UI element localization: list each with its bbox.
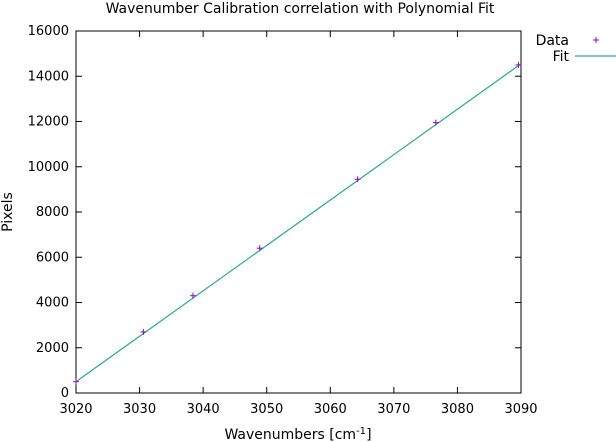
x-tick-label: 3060 (314, 402, 347, 417)
series-data-points (73, 61, 522, 385)
y-tick-label: 4000 (36, 296, 69, 311)
x-axis-label: Wavenumbers [cm-1] (224, 426, 371, 442)
y-tick-label: 8000 (36, 205, 69, 220)
data-point (256, 245, 263, 252)
data-point (140, 328, 147, 335)
data-point (189, 292, 196, 299)
plot-frame (75, 30, 522, 394)
legend-label-data: Data (536, 33, 569, 49)
y-tick-label: 16000 (28, 24, 69, 39)
legend: Data Fit (536, 33, 616, 65)
y-axis-ticks: 0 2000 4000 6000 8000 10000 12000 14000 16000 (28, 24, 521, 401)
series-fit-line (75, 63, 522, 383)
y-tick-label: 14000 (28, 69, 69, 84)
y-tick-label: 10000 (28, 160, 69, 175)
x-tick-label: 3070 (377, 402, 410, 417)
x-tick-label: 3030 (123, 402, 156, 417)
data-point (515, 61, 522, 68)
y-tick-label: 12000 (28, 115, 69, 130)
y-tick-label: 2000 (36, 341, 69, 356)
x-tick-label: 3050 (250, 402, 283, 417)
y-tick-label: 6000 (36, 250, 69, 265)
data-point (73, 378, 79, 385)
x-tick-label: 3040 (187, 402, 220, 417)
y-axis-label: Pixels (0, 192, 16, 232)
legend-marker-data (593, 37, 599, 43)
x-tick-label: 3080 (441, 402, 474, 417)
x-axis-ticks: 3020 3030 3040 3050 3060 3070 3080 3090 (59, 31, 538, 417)
x-axis-label-superscript: -1 (356, 426, 366, 437)
y-tick-label: 0 (61, 386, 69, 401)
legend-label-fit: Fit (553, 49, 570, 65)
x-tick-label: 3090 (504, 402, 537, 417)
data-point (432, 119, 439, 126)
x-axis-label-main: Wavenumbers [cm (224, 427, 356, 442)
x-tick-label: 3020 (59, 402, 92, 417)
x-axis-label-end: ] (366, 427, 371, 442)
chart-title: Wavenumber Calibration correlation with … (106, 1, 495, 17)
data-point (354, 176, 361, 183)
